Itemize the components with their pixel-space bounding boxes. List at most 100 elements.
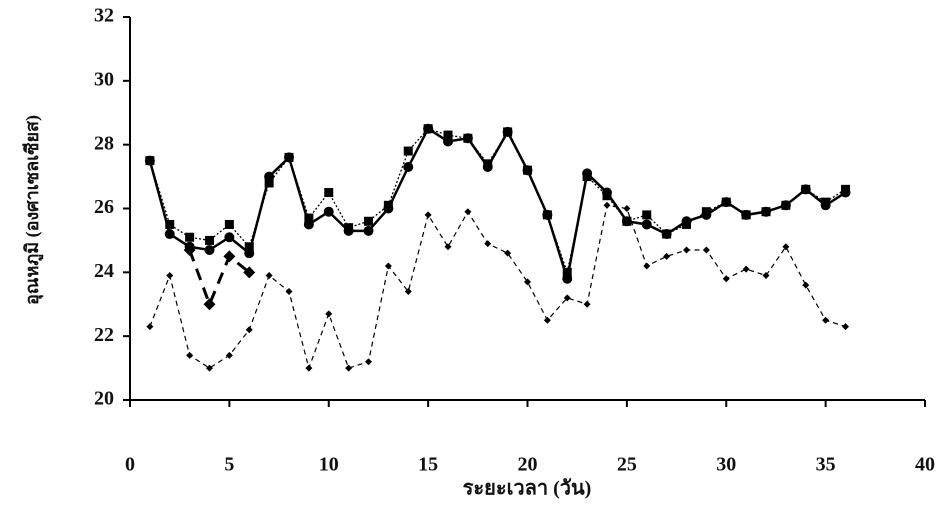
marker <box>244 242 254 252</box>
x-tick-label: 40 <box>915 454 935 476</box>
marker <box>166 272 174 280</box>
x-tick-label: 10 <box>319 454 339 476</box>
marker <box>165 219 175 229</box>
marker <box>782 243 790 251</box>
marker <box>444 243 452 251</box>
marker <box>463 133 473 143</box>
marker <box>721 197 731 207</box>
marker <box>203 298 216 311</box>
marker <box>742 265 750 273</box>
marker <box>503 127 513 137</box>
marker <box>223 250 236 263</box>
series-line <box>188 249 251 309</box>
marker <box>264 178 274 188</box>
marker <box>801 184 811 194</box>
marker <box>384 262 392 270</box>
marker <box>164 229 175 240</box>
marker <box>185 232 195 242</box>
marker <box>285 287 293 295</box>
marker <box>204 244 215 255</box>
marker <box>365 358 372 366</box>
marker <box>562 267 572 277</box>
marker <box>363 225 374 236</box>
marker <box>641 219 652 230</box>
marker <box>325 310 333 318</box>
y-tick-label: 32 <box>94 5 114 27</box>
marker <box>841 184 850 194</box>
marker <box>642 210 652 220</box>
marker <box>524 278 531 286</box>
marker <box>364 216 373 226</box>
x-tick-label: 20 <box>518 454 538 476</box>
marker <box>683 246 690 254</box>
marker <box>344 223 354 233</box>
marker <box>464 208 472 216</box>
marker <box>205 235 214 245</box>
marker <box>304 213 314 223</box>
marker <box>483 159 493 169</box>
marker <box>563 294 571 302</box>
marker <box>265 272 273 280</box>
marker <box>542 210 552 220</box>
x-tick-label: 35 <box>816 454 836 476</box>
marker <box>623 205 631 212</box>
marker <box>345 364 353 372</box>
marker <box>842 323 849 331</box>
marker <box>583 300 591 308</box>
marker <box>504 249 512 257</box>
marker <box>762 272 770 280</box>
x-tick-label: 30 <box>716 454 736 476</box>
marker <box>245 326 253 334</box>
marker <box>603 201 611 209</box>
marker <box>145 156 155 166</box>
marker <box>523 165 532 175</box>
marker <box>702 246 710 254</box>
marker <box>821 197 831 207</box>
marker <box>543 316 551 324</box>
marker <box>643 262 651 270</box>
marker <box>224 219 234 229</box>
marker <box>224 232 235 243</box>
marker <box>761 207 771 217</box>
y-tick-label: 26 <box>94 196 114 218</box>
y-tick-label: 30 <box>94 68 114 90</box>
marker <box>701 207 711 217</box>
marker <box>243 266 256 279</box>
marker <box>146 323 154 331</box>
marker <box>662 229 672 239</box>
marker <box>822 316 830 324</box>
marker <box>305 364 313 372</box>
marker <box>423 124 433 134</box>
marker <box>741 210 751 220</box>
x-axis-label: ระยะเวลา (วัน) <box>463 478 592 500</box>
marker <box>622 216 632 226</box>
marker <box>602 191 612 201</box>
marker <box>383 200 393 210</box>
y-tick-label: 22 <box>94 324 114 346</box>
marker <box>284 152 294 162</box>
marker <box>781 200 791 210</box>
series-line <box>148 126 847 280</box>
marker <box>183 243 196 256</box>
marker <box>403 146 413 156</box>
y-tick-label: 20 <box>94 388 114 410</box>
x-tick-label: 25 <box>617 454 637 476</box>
x-tick-label: 5 <box>224 454 234 476</box>
marker <box>582 172 592 182</box>
series-line <box>149 204 846 371</box>
marker <box>403 162 414 173</box>
marker <box>324 188 334 198</box>
y-tick-label: 28 <box>94 132 114 154</box>
marker <box>663 252 671 260</box>
marker <box>682 219 691 229</box>
marker <box>186 351 194 359</box>
marker <box>404 287 412 295</box>
x-tick-label: 15 <box>418 454 438 476</box>
marker <box>206 364 213 372</box>
marker <box>722 275 730 283</box>
marker <box>323 206 334 217</box>
marker <box>802 281 810 289</box>
y-axis-label: อุณหภูมิ (องศาเซลเซียส) <box>22 115 44 305</box>
marker <box>443 130 453 140</box>
